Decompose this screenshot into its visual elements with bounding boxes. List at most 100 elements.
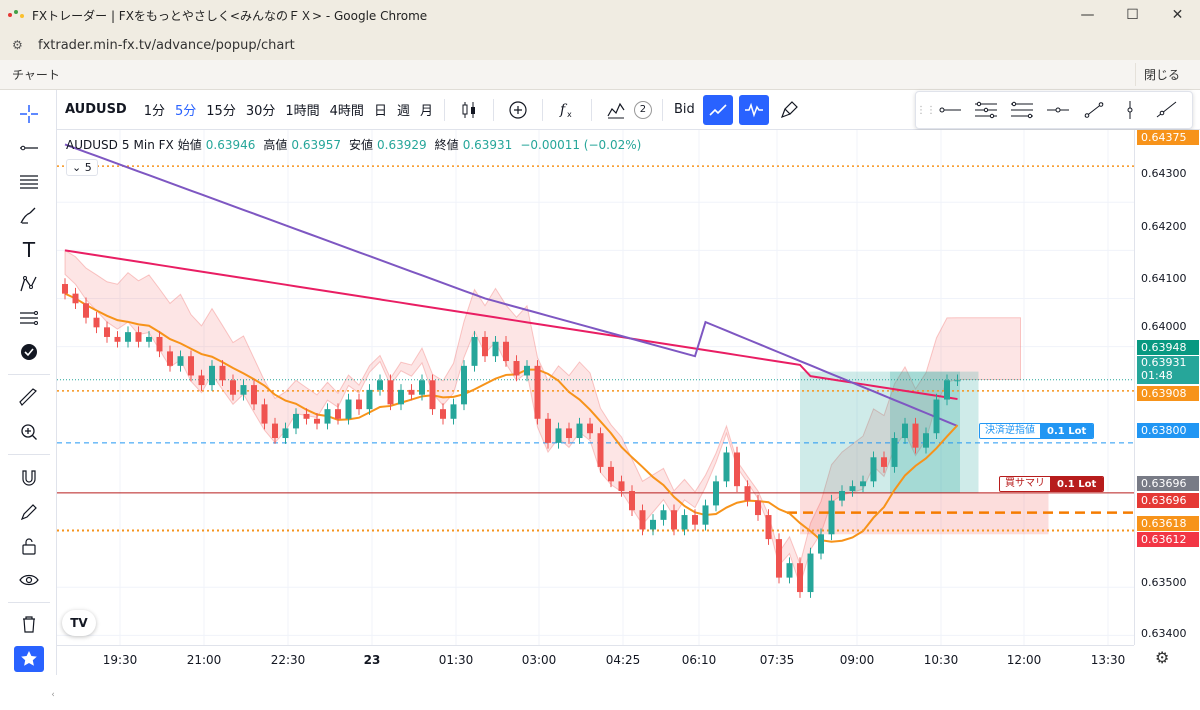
candle-body [146,336,152,342]
drag-handle-icon[interactable]: ⋮⋮ [916,104,936,116]
pattern-icon[interactable] [14,270,44,298]
bid-ask-toggle[interactable]: Bid [673,102,695,117]
sidebar-collapse-handle[interactable]: ‹ [51,690,55,700]
app-title: チャート [12,68,60,82]
time-tick: 22:30 [270,653,306,667]
timeframe-5m[interactable]: 5分 [175,104,197,119]
time-tick: 12:00 [1006,653,1042,667]
candle-body [545,418,551,443]
time-axis[interactable]: 19:30 21:00 22:30 23 01:30 03:00 04:25 0… [57,645,1134,675]
candle-body [524,365,530,376]
candle-body [839,490,845,501]
candle-body [923,433,929,448]
vertical-line-icon[interactable] [1112,95,1148,125]
close-chart-button[interactable]: 閉じる [1134,63,1188,86]
ma-mid-line [64,143,958,427]
trendline-icon[interactable] [1076,95,1112,125]
eye-icon[interactable] [14,566,44,594]
candle-body [72,293,79,304]
symbol-selector[interactable]: AUDUSD [65,102,127,117]
candle-body [303,413,310,419]
horizontal-line-icon[interactable] [1040,95,1076,125]
favorites-star-icon[interactable] [14,646,44,672]
text-tool-icon[interactable]: T [22,238,36,262]
maximize-button[interactable]: ☐ [1126,7,1139,23]
position-summary-lot: 0.1 Lot [1050,477,1104,491]
candle-body [177,356,184,366]
ma-fast-line [64,292,959,543]
candle-body [230,380,236,395]
ruler-icon[interactable] [14,384,44,412]
magnet-icon[interactable] [14,464,44,492]
price-chart[interactable] [57,130,1134,645]
site-info-icon[interactable]: ⚙ [12,38,23,52]
legend-low-label: 安値 [349,138,374,152]
candle-body [933,399,940,434]
crosshair-icon[interactable] [14,100,44,128]
stop-order-label[interactable]: 決済逆指値 0.1 Lot [979,423,1095,439]
candle-body [776,539,782,578]
ray-line-icon[interactable] [1148,95,1184,125]
timeframe-4h[interactable]: 4時間 [329,104,364,119]
url-text[interactable]: fxtrader.min-fx.tv/advance/popup/chart [38,37,295,53]
trend-line-icon[interactable] [14,134,44,162]
prediction-icon[interactable] [14,304,44,332]
legend-open: 0.63946 [205,137,256,152]
check-icon[interactable] [14,338,44,366]
tradingview-logo[interactable]: TV [62,610,96,636]
trash-icon[interactable] [14,610,44,638]
indicator-template-icon[interactable] [601,95,631,125]
alerts-count-badge[interactable]: 2 [633,100,652,119]
channel-lines-icon[interactable] [1004,95,1040,125]
legend-change: −0.00011 (−0.02%) [520,137,642,152]
trend-up-tool-icon[interactable] [702,94,733,125]
zoom-in-icon[interactable] [14,418,44,446]
position-summary-name: 買サマリ [1000,477,1050,491]
compare-add-icon[interactable] [503,95,533,125]
timeframe-month[interactable]: 月 [419,104,433,119]
position-summary-label[interactable]: 買サマリ 0.1 Lot [999,476,1105,492]
top-level-label: 0.64375 [1137,130,1199,145]
current-price: 0.63931 [1141,356,1187,369]
candle-style-icon[interactable] [454,95,484,125]
timeframe-1h[interactable]: 1時間 [285,104,320,119]
timeframe-30m[interactable]: 30分 [245,104,276,119]
legend-low: 0.63929 [377,137,427,152]
candle-body [608,466,614,482]
pencil-lock-icon[interactable] [14,498,44,526]
candle-body [765,515,772,540]
chart-canvas[interactable] [57,130,1134,645]
candle-body [62,284,68,294]
candle-body [188,356,194,376]
candle-body [629,490,635,511]
price-axis[interactable]: 0.64300 0.64200 0.64100 0.64000 0.63500 … [1134,130,1200,645]
candle-body [786,563,793,578]
timeframe-1m[interactable]: 1分 [143,104,165,119]
chart-settings-gear-icon[interactable]: ⚙ [1155,648,1170,667]
pulse-tool-icon[interactable] [738,94,769,125]
candle-body [755,500,761,516]
time-tick: 03:00 [521,653,557,667]
timeframe-day[interactable]: 日 [373,104,387,119]
horizontal-ray-icon[interactable] [932,95,968,125]
candle-body [954,380,961,382]
candle-body [219,365,226,381]
lock-icon[interactable] [14,532,44,560]
parallel-lines-icon[interactable] [968,95,1004,125]
fib-retracement-icon[interactable] [14,168,44,196]
brush-icon[interactable] [14,202,44,230]
price-tick: 0.64300 [1141,167,1187,180]
clean-brush-icon[interactable] [775,95,805,125]
stop-order-lot: 0.1 Lot [1040,424,1094,438]
legend-close: 0.63931 [462,137,513,152]
minimize-button[interactable]: — [1080,7,1095,23]
indicators-toggle[interactable]: ⌄ 5 [66,159,98,176]
close-window-button[interactable]: ✕ [1171,7,1184,23]
timeframe-15m[interactable]: 15分 [206,104,236,119]
svg-text:x: x [567,110,572,119]
candle-body [282,428,289,439]
candle-body [156,336,163,352]
timeframe-week[interactable]: 週 [396,104,410,119]
time-tick: 21:00 [186,653,222,667]
